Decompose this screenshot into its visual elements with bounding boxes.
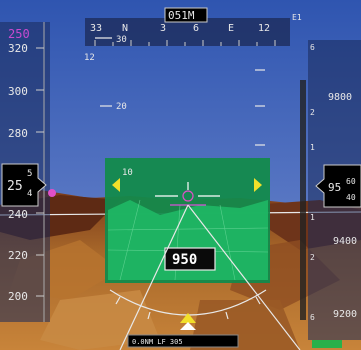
heading-label-6: 6 (193, 23, 199, 34)
alt-label-9200: 9200 (333, 309, 357, 320)
altitude-readout-main: 95 (328, 181, 341, 194)
airspeed-readout-digit-top: 5 (27, 169, 32, 179)
vsi-label-2-top: 2 (310, 108, 315, 117)
speed-label-200: 200 (8, 290, 28, 303)
vsi-label-6-bottom: 6 (310, 313, 315, 322)
vsi-label-6-top: 6 (310, 43, 315, 52)
vertical-speed-scale (300, 80, 306, 320)
vsi-label-2-bottom: 2 (310, 253, 315, 262)
heading-label-n: N (122, 23, 128, 34)
heading-label-3: 3 (160, 23, 166, 34)
heading-readout: 051M (168, 9, 195, 22)
pitch-label-30: 30 (116, 35, 127, 45)
vsi-label-1-bottom: 1 (310, 213, 315, 222)
heading-label-12: 12 (258, 23, 270, 34)
radar-altitude: 950 (172, 252, 197, 268)
heading-label-33: 33 (90, 23, 102, 34)
airspeed-tape: 250 320 300 280 240 220 200 25 5 4 (0, 22, 56, 322)
pitch-label-20: 20 (116, 102, 127, 112)
altitude-readout-sub-bottom: 40 (346, 193, 356, 202)
selected-speed: 250 (8, 27, 30, 41)
alt-label-9400: 9400 (333, 236, 357, 247)
svs-window: 10 950 (105, 158, 270, 283)
altitude-tape: 6 2 1 1 2 6 9800 9600 9400 9200 95 60 40 (300, 40, 361, 340)
vsi-label-1-top: 1 (310, 143, 315, 152)
speed-bug (48, 189, 56, 197)
speed-label-300: 300 (8, 85, 28, 98)
airspeed-readout-digit-bottom: 4 (27, 189, 32, 199)
speed-label-220: 220 (8, 249, 28, 262)
svs-scale-label: 10 (122, 168, 133, 178)
bottom-bar-text: 0.0NM LF 305 (132, 338, 183, 346)
speed-label-280: 280 (8, 127, 28, 140)
pitch-label-12: 12 (84, 53, 95, 63)
alt-label-9800: 9800 (328, 92, 352, 103)
altitude-readout-sub-top: 60 (346, 177, 356, 186)
speed-label-240: 240 (8, 208, 28, 221)
speed-label-320: 320 (8, 42, 28, 55)
bottom-right-indicator (312, 340, 342, 348)
bearing-label: E1 (292, 13, 302, 22)
airspeed-readout-main: 25 (7, 179, 23, 194)
heading-label-e: E (228, 23, 234, 34)
